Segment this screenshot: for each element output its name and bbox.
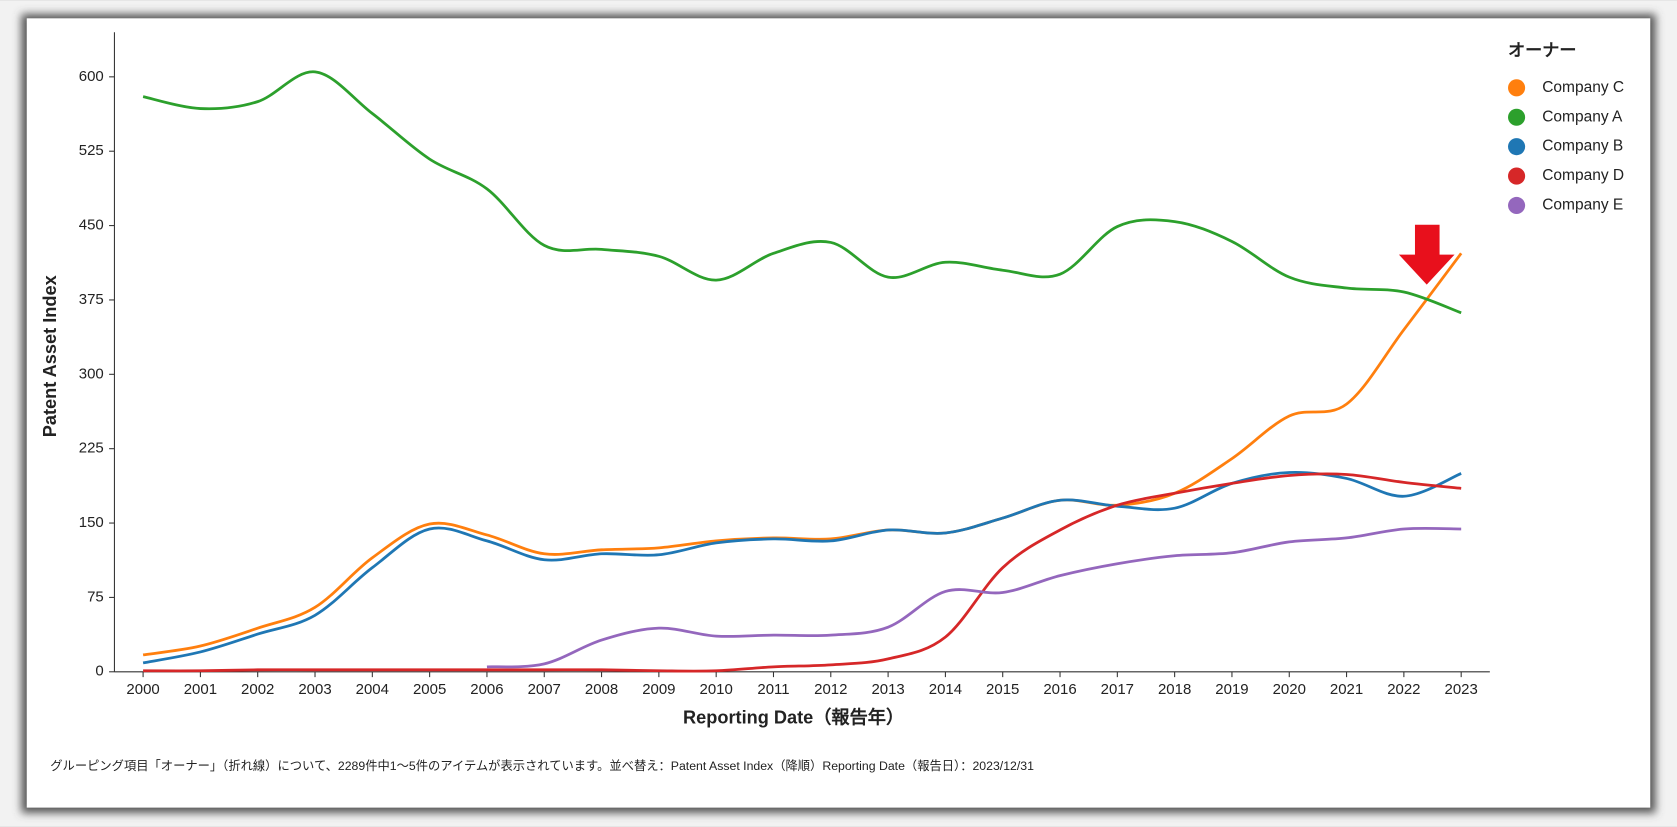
x-tick-label: 2005 [413,681,446,698]
plot-area: 0 75 150 225 300 375 450 525 600 2000 2001 2002 2003… [79,32,1490,698]
series-line [142,252,1463,657]
x-tick-label: 2012 [814,681,847,698]
legend-swatch [1508,108,1526,126]
footer-note: グルーピング項目「オーナー」（折れ線）について、2289件中1〜5件のアイテムが… [50,758,1034,773]
y-tick-label: 450 [79,217,104,234]
y-tick-label: 525 [79,142,104,159]
legend-swatch [1508,167,1526,185]
x-axis-label: Reporting Date（報告年） [683,707,904,728]
y-tick-label: 75 [87,588,104,605]
x-tick-label: 2004 [356,681,389,698]
legend-swatch [1508,138,1526,156]
y-tick-label: 300 [79,365,104,382]
x-tick-label: 2021 [1330,681,1363,698]
y-axis-label: Patent Asset Index [40,275,60,437]
legend-label: Company E [1542,197,1623,214]
y-tick-label: 0 [95,663,103,680]
legend-swatch [1508,79,1526,97]
x-tick-label: 2014 [929,681,962,698]
x-tick-label: 2013 [871,681,904,698]
y-tick-label: 225 [79,440,104,457]
y-tick-label: 375 [79,291,104,308]
x-tick-label: 2017 [1101,681,1134,698]
x-tick-label: 2020 [1273,681,1306,698]
x-tick-label: 2010 [700,681,733,698]
legend-title: オーナー [1508,41,1576,60]
panel [26,18,1651,808]
legend-label: Company B [1542,138,1623,155]
series-line [142,70,1462,315]
series-line [143,472,1462,673]
series-line [486,526,1462,669]
x-tick-label: 2006 [470,681,503,698]
x-tick-label: 2001 [184,681,217,698]
x-tick-label: 2007 [528,681,561,698]
x-tick-label: 2022 [1387,681,1420,698]
legend-label: Company D [1542,167,1624,184]
y-tick-label: 600 [79,68,104,85]
x-tick-label: 2003 [298,681,331,698]
y-tick-label: 150 [79,514,104,531]
x-tick-label: 2015 [986,681,1019,698]
legend-label: Company C [1542,79,1624,96]
x-tick-label: 2018 [1158,681,1191,698]
x-tick-label: 2000 [126,681,159,698]
x-tick-label: 2009 [642,681,675,698]
legend-swatch [1508,196,1526,215]
x-tick-label: 2002 [241,681,274,698]
legend-label: Company A [1542,108,1623,125]
x-tick-label: 2008 [585,681,618,698]
x-tick-label: 2019 [1215,681,1248,698]
x-tick-label: 2023 [1445,681,1478,698]
x-tick-label: 2011 [757,681,789,698]
x-tick-label: 2016 [1043,681,1076,698]
